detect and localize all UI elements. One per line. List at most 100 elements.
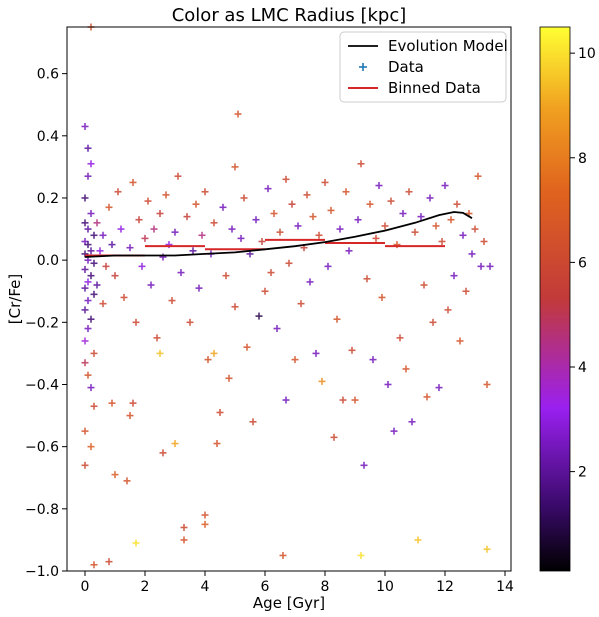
data-point [90,402,98,410]
legend-data-swatch [359,63,367,71]
data-point [81,427,89,435]
colorbar-ticks: 2 4 6 8 10 [570,46,596,481]
data-point [219,203,227,211]
data-point [402,365,410,373]
data-point [363,275,371,283]
colorbar-tick-label: 6 [578,255,587,271]
data-point [162,191,170,199]
data-point [153,334,161,342]
y-tick-label: 0.4 [37,129,59,145]
data-point [201,520,209,528]
y-tick-label: −0.6 [25,440,59,456]
data-point [243,343,251,351]
data-point [132,318,140,326]
data-point [327,206,335,214]
y-tick-label: 0.0 [37,253,59,269]
data-point [348,346,356,354]
data-point [150,225,158,233]
data-point [381,222,389,230]
legend-binned-label: Binned Data [388,79,481,97]
data-point [345,247,353,255]
data-point [156,349,164,357]
y-tick-label: −0.8 [25,502,59,518]
data-point [228,225,236,233]
data-point [318,377,326,385]
data-point [426,194,434,202]
data-point [129,399,137,407]
data-point [471,225,479,233]
x-tick-label: 10 [376,579,394,595]
data-point [357,551,365,559]
colorbar-tick-label: 8 [578,151,587,167]
data-point [474,172,482,180]
data-point [216,408,224,416]
data-point [90,290,98,298]
data-point [258,237,266,245]
data-point [144,197,152,205]
data-point [189,247,197,255]
data-point [480,237,488,245]
data-point [159,449,167,457]
data-point [81,359,89,367]
data-point [237,234,245,242]
data-point [105,203,113,211]
data-point [84,325,92,333]
data-point [213,440,221,448]
data-point [81,219,89,227]
data-point [468,250,476,258]
data-point [222,272,230,280]
data-point [408,418,416,426]
x-tick-label: 0 [81,579,90,595]
data-point [240,194,248,202]
data-point [132,539,140,547]
data-point [93,219,101,227]
data-point [201,511,209,519]
data-point [117,225,125,233]
legend-model-label: Evolution Model [388,37,508,55]
data-point [180,536,188,544]
data-point [303,191,311,199]
data-point [126,412,134,420]
y-tick-label: 0.2 [37,191,59,207]
x-axis-label: Age [Gyr] [253,594,325,612]
data-point [279,551,287,559]
x-axis: 0 2 4 6 8 10 12 14 [81,571,514,595]
data-point [324,262,332,270]
x-tick-label: 6 [261,579,270,595]
data-point [108,241,116,249]
data-point [84,144,92,152]
data-point [264,185,272,193]
colorbar-tick-label: 4 [578,360,587,376]
data-point [177,269,185,277]
data-point [87,247,95,255]
data-point [483,380,491,388]
data-point [96,247,104,255]
data-point [90,561,98,569]
data-point [129,178,137,186]
data-point [405,188,413,196]
data-point [138,262,146,270]
data-point [84,241,92,249]
data-point [354,216,362,224]
y-tick-label: −0.2 [25,315,59,331]
data-point [252,216,260,224]
chart-title: Color as LMC Radius [kpc] [172,5,407,26]
data-point [384,380,392,388]
x-tick-label: 14 [496,579,514,595]
data-point [417,213,425,221]
data-point [87,210,95,218]
data-point [183,213,191,221]
data-point [420,281,428,289]
data-point [282,175,290,183]
plot-frame [66,26,512,572]
data-point [396,334,404,342]
colorbar-gradient [539,26,571,572]
data-point [276,228,284,236]
plot-background [67,27,511,571]
data-point [81,306,89,314]
y-axis: 0.6 0.4 0.2 0.0 −0.2 −0.4 −0.6 −0.8 −1.0 [25,67,67,580]
data-point [225,374,233,382]
data-point [111,272,119,280]
evolution-model-line [84,211,473,258]
data-point [351,396,359,404]
